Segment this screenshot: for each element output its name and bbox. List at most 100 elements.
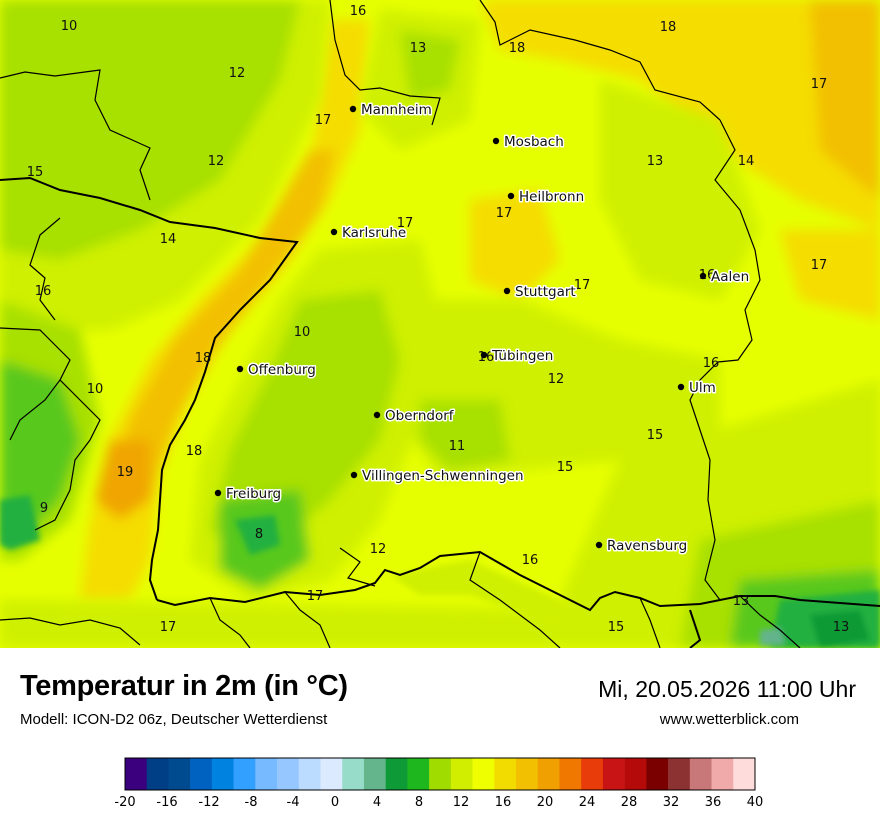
city-marker[interactable]: Mosbach	[492, 133, 565, 152]
temperature-map-canvas: 16 10 13 18 18 12 17 17 12 13 14 15 17 17 14 17 16 17 16 10…	[0, 0, 880, 648]
city-dot	[503, 287, 511, 295]
temperature-value: 17	[811, 77, 828, 92]
zone-feldberg-peak	[235, 515, 280, 555]
city-marker[interactable]: Heilbronn	[507, 188, 586, 207]
city-dot	[214, 489, 222, 497]
legend-frame	[124, 757, 756, 791]
temperature-value: 13	[410, 41, 427, 56]
legend-tick-label: 4	[373, 795, 381, 810]
city-label: Stuttgart	[515, 284, 576, 300]
border-switzerland-cantons	[0, 617, 141, 646]
legend-tick-label: 20	[537, 795, 554, 810]
legend-swatch	[320, 758, 343, 790]
city-label: Tübingen	[491, 348, 553, 364]
city-marker[interactable]: Stuttgart	[503, 283, 577, 302]
city-dot	[373, 411, 381, 419]
legend-tick-label: 32	[663, 795, 680, 810]
legend-tick-label: 0	[331, 795, 339, 810]
legend-tick-label: 24	[579, 795, 596, 810]
city-label: Ulm	[689, 380, 716, 396]
temperature-value: 18	[509, 41, 526, 56]
temperature-value: 17	[397, 216, 414, 231]
temperature-map[interactable]: 16 10 13 18 18 12 17 17 12 13 14 15 17 17 14 17 16 17 16 10…	[0, 0, 880, 648]
temperature-value: 14	[160, 232, 177, 247]
temperature-value: 19	[117, 465, 134, 480]
zone-alb-core	[420, 400, 510, 470]
city-marker[interactable]: Ravensburg	[595, 537, 689, 556]
temperature-value: 11	[449, 439, 466, 454]
zone-hohenlohe	[600, 80, 760, 300]
map-footer: Temperatur in 2m (in °C) Modell: ICON-D2…	[0, 648, 880, 830]
city-label: Karlsruhe	[342, 225, 406, 241]
zone-alps-peak	[810, 610, 870, 648]
temperature-value: 17	[496, 206, 513, 221]
legend-tick-label: 8	[415, 795, 423, 810]
city-marker[interactable]: Karlsruhe	[330, 224, 408, 243]
lake-constance	[390, 560, 590, 620]
city-label: Ravensburg	[607, 538, 687, 554]
city-dot	[236, 365, 244, 373]
temperature-value: 17	[315, 113, 332, 128]
temperature-value: 18	[195, 351, 212, 366]
legend-swatches	[124, 757, 756, 791]
legend-swatch	[494, 758, 517, 790]
legend-swatch	[537, 758, 560, 790]
city-marker[interactable]: Villingen-Schwenningen	[350, 467, 525, 486]
legend-tick-label: -4	[287, 795, 300, 810]
zone-odenwald-green	[400, 30, 460, 100]
model-source: Modell: ICON-D2 06z, Deutscher Wetterdie…	[20, 711, 328, 728]
city-marker[interactable]: Mannheim	[349, 101, 433, 120]
city-marker[interactable]: Tübingen	[480, 347, 555, 366]
legend-swatch	[385, 758, 408, 790]
city-label: Aalen	[711, 269, 749, 285]
legend-swatch	[602, 758, 625, 790]
temperature-value: 18	[186, 444, 203, 459]
temperature-value: 9	[40, 501, 48, 516]
border-alsace-west	[34, 379, 101, 531]
legend-swatch	[711, 758, 734, 790]
city-dot	[507, 192, 515, 200]
city-marker[interactable]: Aalen	[699, 268, 751, 287]
temperature-value: 18	[660, 20, 677, 35]
border-hesse	[329, 0, 441, 126]
city-dot	[595, 541, 603, 549]
zone-alps-ice	[760, 628, 785, 646]
website-link[interactable]: www.wetterblick.com	[659, 711, 799, 728]
legend-tick-label: 28	[621, 795, 638, 810]
state-borders	[0, 0, 801, 648]
temperature-value: 17	[160, 620, 177, 635]
city-label: Freiburg	[226, 486, 281, 502]
city-label: Oberndorf	[385, 408, 455, 424]
zone-upper-rhine-hot	[95, 440, 150, 520]
legend-swatch	[407, 758, 430, 790]
legend-swatch	[559, 758, 582, 790]
temperature-value: 14	[738, 154, 755, 169]
legend-swatch	[168, 758, 191, 790]
temperature-value: 12	[229, 66, 246, 81]
border-basel	[209, 597, 251, 648]
zone-black-forest-green	[210, 290, 400, 560]
border-switzerland-austria	[689, 609, 702, 648]
temperature-value: 15	[647, 428, 664, 443]
legend-swatch	[668, 758, 691, 790]
border-thurgau	[469, 551, 561, 648]
border-bavaria-north	[479, 0, 721, 121]
city-marker[interactable]: Offenburg	[236, 361, 317, 380]
zone-northeast-hot	[810, 0, 880, 200]
city-marker[interactable]: Freiburg	[214, 485, 283, 504]
legend-tick-label: 40	[747, 795, 764, 810]
city-label: Mannheim	[361, 102, 432, 118]
city-marker[interactable]: Oberndorf	[373, 407, 456, 426]
zone-neckar	[470, 190, 560, 300]
zone-palatinate-green	[0, 0, 300, 260]
temperature-value: 10	[87, 382, 104, 397]
temperature-value: 15	[557, 460, 574, 475]
legend-swatch	[190, 758, 213, 790]
city-label: Heilbronn	[519, 189, 584, 205]
city-marker[interactable]: Ulm	[677, 379, 717, 398]
city-dot	[349, 105, 357, 113]
legend-swatch	[689, 758, 712, 790]
temperature-value: 15	[608, 620, 625, 635]
city-label: Villingen-Schwenningen	[362, 468, 524, 484]
legend-swatch	[146, 758, 169, 790]
